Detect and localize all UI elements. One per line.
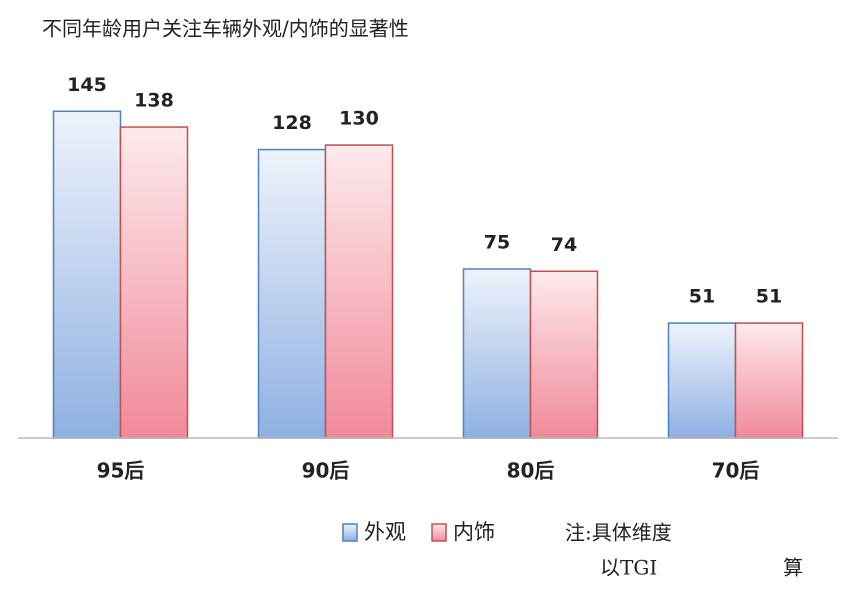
bar [119,126,189,439]
value-label: 74 [551,234,577,256]
bar [462,268,532,439]
value-label: 130 [339,108,379,130]
note: 算 [783,556,803,580]
value-label: 128 [272,112,312,134]
value-label: 51 [756,286,782,308]
value-label: 138 [134,90,174,112]
legend-swatch [431,523,447,542]
x-tick-label: 80后 [507,459,555,483]
value-label: 145 [67,74,107,96]
legend-label: 内饰 [453,520,495,544]
note: 以TGI [600,556,657,580]
x-tick-label: 95后 [97,459,145,483]
bar [734,322,804,439]
value-label: 75 [484,232,510,254]
x-tick-label: 70后 [712,459,760,483]
bar [52,110,122,439]
note: 注:具体维度 [565,521,672,545]
value-label: 51 [689,286,715,308]
bar [667,322,737,439]
bar [324,144,394,439]
x-tick-label: 90后 [302,459,350,483]
bar [529,270,599,439]
legend-label: 外观 [364,520,406,544]
bar [257,148,327,439]
legend-swatch [342,523,358,542]
chart-title: 不同年龄用户关注车辆外观/内饰的显著性 [42,17,409,41]
